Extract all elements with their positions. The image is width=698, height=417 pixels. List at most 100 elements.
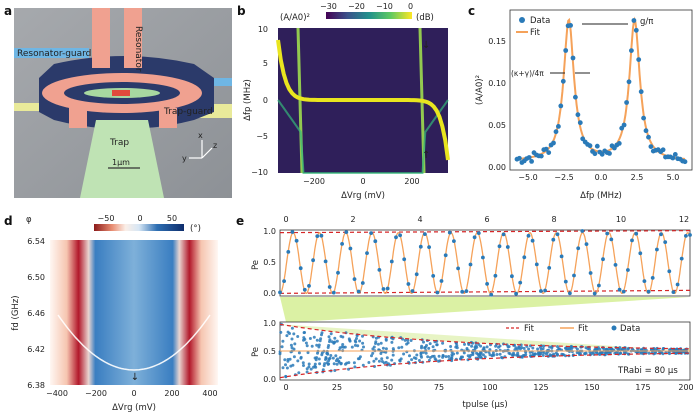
decay-data-point — [285, 366, 289, 370]
data-point-c — [568, 23, 573, 28]
decay-data-point — [374, 336, 378, 340]
decay-data-point — [291, 363, 295, 367]
decay-data-point — [325, 361, 329, 365]
decay-data-point — [335, 339, 339, 343]
rabi-data-point — [385, 286, 390, 291]
rabi-data-point — [514, 291, 518, 296]
decay-data-point — [381, 346, 385, 350]
rabi-data-point — [684, 234, 688, 238]
decay-data-point — [382, 361, 386, 365]
svg-text:−10: −10 — [376, 2, 393, 11]
svg-text:−20: −20 — [348, 2, 365, 11]
data-point-c — [551, 140, 556, 146]
data-point-c — [629, 48, 634, 53]
decay-data-point — [313, 362, 317, 366]
rabi-data-point — [290, 230, 295, 234]
decay-data-point — [516, 354, 520, 358]
decay-data-point — [501, 356, 504, 360]
decay-data-point — [371, 351, 375, 355]
phase-map-d — [50, 240, 218, 385]
decay-data-point — [507, 351, 511, 355]
decay-data-point — [283, 358, 287, 362]
svg-text:6.42: 6.42 — [27, 345, 45, 354]
decay-data-point — [478, 353, 482, 357]
decay-data-point — [297, 351, 301, 355]
rabi-data-point — [547, 266, 552, 270]
resonator-guard-electrode — [14, 48, 89, 58]
data-point-c — [570, 55, 576, 61]
svg-text:10: 10 — [616, 215, 626, 224]
data-point-c — [672, 152, 678, 157]
decay-data-point — [488, 348, 492, 352]
decay-data-point — [280, 345, 284, 349]
svg-text:(°): (°) — [190, 224, 201, 234]
rabi-data-point — [406, 282, 411, 286]
rabi-data-point — [534, 262, 539, 267]
decay-data-point — [370, 354, 373, 358]
legend-e-fit-dashed: Fit — [524, 324, 535, 334]
xlabel-b: ΔVrg (mV) — [341, 191, 385, 201]
decay-data-point — [599, 351, 603, 355]
ylabel-c: (A/A0)² — [475, 75, 485, 105]
svg-text:0.5: 0.5 — [263, 347, 276, 356]
decay-data-point — [312, 365, 315, 369]
annot-trabi: TRabi = 80 μs — [617, 366, 678, 376]
svg-text:100: 100 — [482, 383, 497, 392]
xlabel-c: Δfp (MHz) — [580, 191, 622, 201]
decay-data-point — [329, 354, 333, 357]
svg-text:10: 10 — [258, 25, 268, 34]
rabi-data-point — [331, 290, 336, 295]
decay-data-point — [481, 353, 485, 357]
rabi-data-point — [389, 259, 394, 264]
decay-envelope-upper — [279, 323, 690, 350]
rabi-data-point — [485, 282, 489, 286]
decay-data-point — [545, 352, 548, 356]
svg-text:↓: ↓ — [131, 372, 139, 383]
data-point-c — [594, 143, 600, 149]
decay-data-point — [422, 350, 425, 354]
decay-data-point — [324, 356, 328, 359]
svg-text:200: 200 — [678, 383, 693, 392]
svg-text:200: 200 — [404, 177, 419, 186]
decay-data-point — [604, 347, 608, 351]
decay-data-point — [410, 358, 414, 362]
decay-data-point — [292, 347, 296, 351]
data-point-c — [660, 147, 666, 153]
rabi-data-point — [344, 230, 349, 234]
decay-data-point — [531, 352, 535, 356]
decay-data-point — [371, 347, 375, 351]
decay-data-point — [435, 343, 439, 347]
decay-data-point — [447, 355, 451, 358]
decay-data-point — [328, 338, 332, 342]
xlabel-e: tpulse (μs) — [462, 400, 507, 410]
rabi-data-point — [518, 280, 523, 285]
decay-data-point — [399, 357, 403, 361]
decay-data-point — [286, 358, 290, 361]
legend-c-fit: Fit — [530, 28, 541, 38]
decay-data-point — [345, 361, 349, 365]
decay-data-point — [288, 332, 291, 335]
rabi-data-point — [319, 233, 324, 238]
rabi-data-point — [626, 268, 630, 272]
data-point-c — [624, 100, 629, 105]
decay-data-point — [319, 337, 323, 341]
svg-text:z: z — [213, 141, 217, 150]
data-point-c — [529, 159, 534, 164]
decay-data-point — [307, 362, 311, 366]
svg-text:0: 0 — [360, 177, 365, 186]
decay-data-point — [639, 348, 643, 352]
decay-data-point — [332, 341, 336, 345]
decay-data-point — [402, 352, 406, 356]
decay-data-point — [506, 345, 510, 349]
decay-data-point — [390, 358, 394, 362]
colorbar-d — [94, 224, 184, 231]
data-point-c — [558, 103, 564, 109]
data-point-c — [560, 78, 566, 84]
rabi-data-point — [663, 240, 668, 244]
decay-data-point — [353, 365, 357, 369]
data-point-c — [638, 89, 644, 95]
decay-data-point — [537, 352, 541, 356]
decay-data-point — [384, 350, 388, 354]
svg-text:50: 50 — [383, 383, 393, 392]
decay-data-point — [350, 345, 354, 349]
